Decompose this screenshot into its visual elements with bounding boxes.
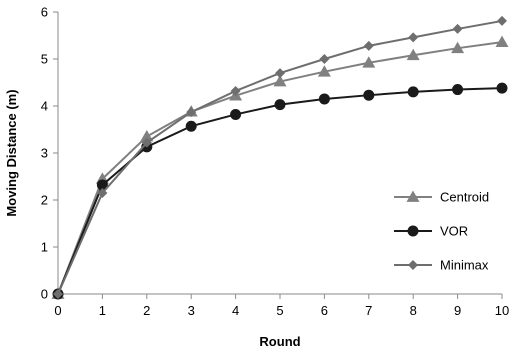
x-tick-label: 6 [321,303,328,318]
x-tick-label: 7 [365,303,372,318]
y-tick-label: 2 [41,193,48,208]
data-point-vor [230,108,242,120]
data-point-centroid [406,48,420,61]
data-point-centroid [273,75,287,87]
legend-marker-vor [407,225,419,237]
data-point-centroid [451,41,465,54]
y-axis-title: Moving Distance (m) [4,89,19,216]
series-layer [51,15,509,300]
data-point-minimax [186,107,197,118]
x-tick-label: 0 [54,303,61,318]
legend-label: Minimax [440,258,489,273]
data-point-vor [452,84,464,96]
data-point-minimax [97,187,108,198]
data-point-minimax [53,289,63,299]
x-tick-label: 5 [276,303,283,318]
data-point-vor [496,82,508,94]
y-tick-label: 6 [41,5,48,20]
data-point-minimax [141,137,152,148]
data-point-centroid [495,35,509,47]
legend-item-centroid: Centroid [394,190,489,205]
legend: Centroid VOR Minimax [394,190,489,273]
data-point-vor [318,93,330,105]
data-point-minimax [230,85,241,96]
x-tick-label: 1 [99,303,106,318]
data-point-minimax [363,40,374,51]
legend-item-minimax: Minimax [394,258,489,273]
x-tick-label: 3 [188,303,195,318]
data-point-minimax [319,54,330,64]
y-tick-label: 3 [41,146,48,161]
x-tick-label: 4 [232,303,239,318]
legend-label: VOR [440,224,468,239]
y-tick-label: 5 [41,52,48,67]
data-point-vor [274,99,286,111]
y-tick-label: 1 [41,240,48,255]
x-tick-label: 9 [454,303,461,318]
data-point-centroid [317,65,331,77]
data-point-minimax [275,68,285,79]
series-line-vor [57,87,503,295]
legend-marker-minimax [408,260,418,270]
x-tick-label: 10 [495,303,509,318]
axes: 0 1 2 3 4 5 6 0 1 2 3 4 5 6 7 8 9 10 [41,5,509,319]
y-tick-label: 4 [41,99,48,114]
data-point-centroid [362,56,376,68]
legend-label: Centroid [440,190,489,205]
y-tick-label: 0 [41,287,48,302]
data-point-vor [363,89,375,101]
data-point-centroid [140,130,154,142]
legend-marker-centroid [406,190,420,202]
x-axis-title: Round [259,334,300,349]
data-point-minimax [497,15,507,26]
data-point-minimax [452,23,463,34]
legend-item-vor: VOR [394,224,468,239]
data-point-minimax [408,32,419,43]
series-minimax [53,15,507,299]
data-point-vor [407,86,419,98]
x-tick-label: 2 [143,303,150,318]
data-point-vor [96,179,108,191]
x-tick-label: 8 [410,303,417,318]
data-point-vor [185,120,197,132]
